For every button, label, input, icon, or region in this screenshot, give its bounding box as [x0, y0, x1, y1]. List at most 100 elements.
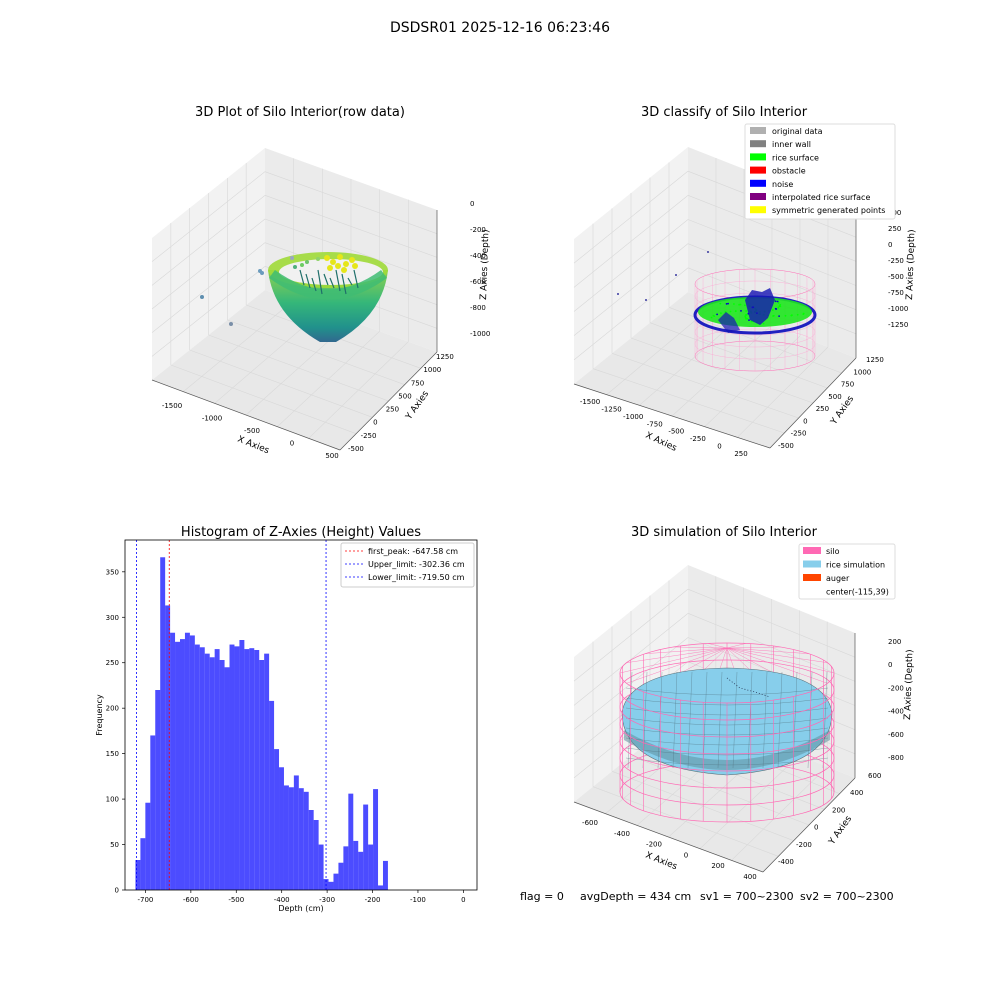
histogram-bar	[244, 649, 250, 890]
histogram-bar	[288, 787, 294, 890]
histogram-bar	[363, 804, 369, 890]
tick-label: 250	[386, 406, 399, 414]
histogram-bar	[199, 647, 205, 890]
histogram-bar	[239, 640, 245, 890]
silo-roof-line	[726, 647, 828, 684]
cloud-point	[341, 267, 347, 273]
classify-3d-panel: 3D classify of Silo Interior -1500-1250-…	[573, 105, 917, 458]
cloud-streak	[335, 269, 341, 292]
histogram-bar	[348, 793, 354, 890]
silo-roof-line	[726, 646, 781, 649]
rice-mesh	[702, 671, 708, 769]
histogram-bar	[328, 881, 334, 890]
tick-label: -1250	[888, 321, 908, 329]
legend-label: silo	[826, 547, 840, 556]
tick-label: -1250	[601, 405, 621, 413]
silo-roof-line	[673, 646, 728, 649]
grid-line	[264, 171, 438, 234]
silo-roof-line	[726, 647, 828, 663]
tick-label: -200	[470, 226, 486, 234]
y-axis-line	[762, 777, 856, 873]
classify-panel-title: 3D classify of Silo Interior	[641, 105, 808, 120]
simulation-y-ticks: -400 -200 0 200 400 600	[778, 772, 881, 866]
histogram-bar	[308, 810, 314, 890]
histogram-bar	[274, 749, 280, 890]
histogram-bar	[214, 649, 220, 890]
x-tick-label: -100	[410, 896, 426, 904]
histogram-bar	[140, 838, 146, 890]
cloud-point	[734, 310, 737, 312]
histogram-bar	[303, 791, 309, 890]
cloud-point	[324, 255, 330, 261]
raw-z-ticks: 0 -200 -400 -600 -800 -1000	[470, 200, 490, 338]
histogram-bar	[145, 802, 151, 890]
y-tick-label: 50	[110, 841, 119, 849]
legend-label: rice surface	[772, 153, 819, 162]
histogram-bar	[313, 820, 319, 890]
tick-label: 0	[888, 241, 892, 249]
tick-label: 400	[743, 873, 756, 881]
histogram-bar	[155, 690, 161, 890]
legend-label: auger	[826, 574, 850, 583]
y-axis-line	[769, 357, 857, 449]
cloud-streak	[299, 269, 305, 286]
tick-label: -800	[470, 304, 486, 312]
cloud-point	[738, 303, 740, 306]
cloud-point	[740, 310, 742, 312]
silo-roof-line	[644, 647, 728, 654]
grid-line	[151, 171, 266, 262]
silo-roof-line	[726, 647, 810, 654]
tick-label: -500	[244, 427, 260, 435]
cloud-point	[675, 274, 677, 276]
raw-panel-title: 3D Plot of Silo Interior(row data)	[195, 105, 405, 120]
grid-line	[573, 588, 689, 682]
cloud-point	[710, 316, 713, 319]
silo-roof-line	[619, 647, 728, 674]
cloud-point	[617, 293, 619, 295]
cloud-point	[290, 256, 294, 260]
tick-label: -800	[888, 754, 904, 762]
tick-label: -200	[888, 684, 904, 692]
tick-label: -750	[647, 420, 663, 428]
x-tick-label: 0	[461, 896, 465, 904]
legend-label: original data	[772, 127, 823, 136]
histogram-bar	[165, 605, 171, 890]
x-tick-label: -400	[274, 896, 290, 904]
histogram-bar	[209, 657, 215, 890]
tick-label: -400	[778, 858, 794, 866]
rice-feature	[726, 677, 771, 698]
cloud-streak	[353, 269, 359, 289]
histogram-bar	[259, 660, 265, 890]
cloud-point	[260, 271, 264, 275]
cloud-point	[779, 305, 782, 308]
cloud-point	[739, 303, 742, 306]
histogram-bars	[135, 557, 388, 890]
cloud-point	[745, 310, 747, 312]
histogram-bar	[358, 851, 364, 890]
raw-x-ticks: -1500 -1000 -500 0 500	[162, 402, 339, 460]
noise-cluster	[745, 288, 775, 325]
legend-swatch	[750, 166, 766, 174]
status-avg-depth: avgDepth = 434 cm	[580, 890, 691, 903]
simulation-silo-front	[619, 672, 835, 823]
legend-swatch	[750, 140, 766, 148]
tick-label: -750	[888, 289, 904, 297]
cloud-streak	[341, 273, 347, 295]
cloud-point	[200, 295, 204, 299]
tick-label: -500	[778, 442, 794, 450]
tick-label: 500	[325, 452, 338, 460]
tick-label: -600	[582, 819, 598, 827]
histogram-bar	[184, 632, 190, 890]
tick-label: 0	[814, 824, 818, 832]
silo-roof-line	[726, 647, 835, 674]
simulation-z-ticks: 200 0 -200 -400 -600 -800	[888, 638, 904, 762]
grid-line	[687, 588, 856, 658]
tick-label: 250	[734, 450, 747, 458]
histogram-bar	[378, 885, 383, 890]
cloud-point	[729, 310, 732, 313]
silo-roof-line	[726, 643, 746, 649]
cloud-point	[796, 313, 799, 316]
tick-label: -1000	[470, 330, 490, 338]
histogram-bar	[234, 646, 240, 890]
